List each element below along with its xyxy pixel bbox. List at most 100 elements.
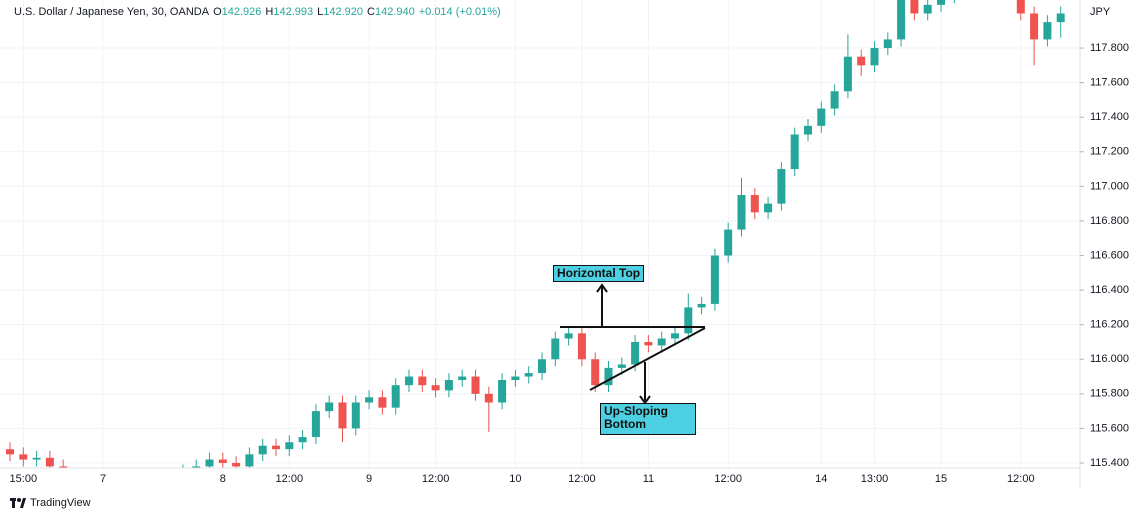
x-tick-label: 9 [366,473,372,485]
y-tick-label: 117.400 [1090,111,1129,123]
up-sloping-line [589,327,706,391]
candle-body [631,341,640,365]
candle-body [205,459,214,467]
candle-body [311,411,320,438]
candle-body [338,402,347,429]
x-tick-label: 14 [815,473,827,485]
candle-body [697,303,706,308]
candle-body [86,489,94,494]
candle-body [471,376,480,394]
candle-body [498,380,507,403]
ohlc-value: 142.993 [273,6,314,18]
candle-body [365,397,374,403]
y-tick-label: 116.400 [1090,284,1129,296]
candle-body [325,402,334,412]
y-tick-label: 117.200 [1090,146,1129,158]
candle-body [1043,22,1052,40]
candle-body [671,333,679,339]
candle-body [724,229,733,256]
candle-body [577,333,586,360]
candle-body [431,385,440,391]
candle-body [59,466,68,468]
brand[interactable]: TradingView [10,497,91,509]
y-tick-label: 116.200 [1090,319,1129,331]
candle-body [804,125,812,135]
candle-body [32,457,41,460]
candle-body [166,477,174,480]
grid [0,0,1080,468]
candle-body [777,169,786,204]
ohlc-value: 142.926 [221,6,262,18]
candle-body [644,341,653,346]
candles [6,0,1065,498]
candle-body [378,397,387,408]
candle-body [684,307,693,334]
currency-label: JPY [1090,6,1111,18]
candle-body [232,462,241,467]
candle-body [152,480,160,487]
candle-body [790,134,799,170]
candle-body [710,255,719,304]
candle-body [179,472,187,477]
x-tick-label: 12:00 [276,473,304,485]
candle-body [1030,13,1039,40]
annotation-box: Up-Sloping Bottom [600,403,696,435]
x-tick-label: 12:00 [422,473,450,485]
y-tick-label: 116.600 [1090,249,1129,261]
candle-body [1056,13,1065,23]
x-tick-label: 15:00 [10,473,38,485]
y-tick-label: 117.000 [1090,180,1129,192]
ohlc-value: 142.940 [374,6,415,18]
y-tick-label: 116.800 [1090,215,1129,227]
candle-body [192,466,201,468]
candle-body [73,480,81,489]
ohlc-value: 142.920 [323,6,363,18]
x-tick-label: 10 [509,473,521,485]
x-tick-label: 7 [100,473,106,485]
candle-body [245,454,254,467]
candle-body [19,454,28,460]
candle-body [870,48,879,66]
candle-body [830,91,839,109]
y-tick-label: 115.800 [1090,388,1129,400]
candle-body [126,484,134,491]
ohlc: O142.926 [213,6,261,18]
candle-body [272,445,280,450]
ohlc: C142.940 [367,6,415,18]
symbol: U.S. Dollar / Japanese Yen, 30, OANDA [14,6,210,18]
candle-body [285,442,294,450]
candle-body [444,380,453,391]
change: +0.014 (+0.01%) [418,6,501,18]
x-tick-label: 12:00 [714,473,742,485]
candle-body [843,56,852,92]
candle-body [657,338,666,346]
ohlc-label: O [213,6,222,18]
candle-body [139,484,147,487]
candle-body [391,385,400,408]
candle-body [418,376,427,386]
ohlc-label: H [265,6,274,18]
ohlc-label: L [317,6,324,18]
candle-body [112,491,120,498]
candle-body [405,376,413,386]
candle-body [564,333,573,339]
ohlc-label: C [367,6,375,18]
candle-body [591,359,600,386]
x-tick-label: 11 [643,473,654,485]
candle-body [937,0,945,5]
legend-header: U.S. Dollar / Japanese Yen, 30, OANDA O1… [14,6,501,18]
candle-body [883,39,892,49]
annotation-box: Horizontal Top [553,265,645,282]
y-tick-label: 116.000 [1090,353,1129,365]
x-tick-label: 15 [935,473,947,485]
candle-body [484,393,493,403]
candle-body [857,56,866,66]
candle-body [897,0,906,40]
candle-body [511,376,520,381]
ohlc: H142.993 [265,6,313,18]
annotation-lines [560,283,706,405]
y-tick-label: 117.800 [1090,42,1129,54]
x-tick-label: 13:00 [861,473,889,485]
